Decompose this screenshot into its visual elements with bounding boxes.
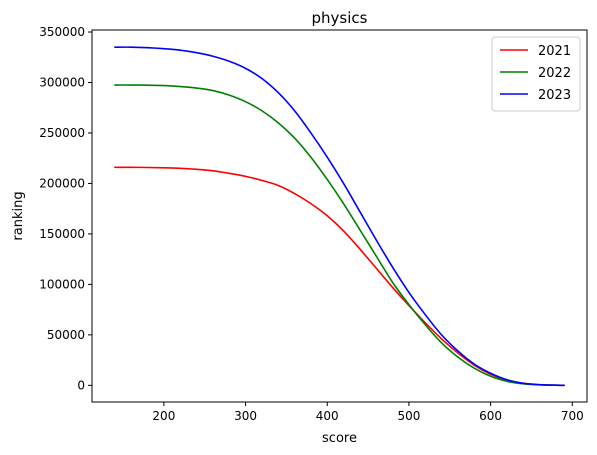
series-group xyxy=(114,46,565,387)
y-axis-label: ranking xyxy=(11,191,26,240)
y-tick-label: 250000 xyxy=(39,126,85,140)
x-tick-label: 300 xyxy=(234,409,257,423)
x-tick-label: 200 xyxy=(152,409,175,423)
y-tick-label: 350000 xyxy=(39,25,85,39)
legend-box xyxy=(491,36,581,112)
legend-label-2023: 2023 xyxy=(538,88,571,103)
series-line-2021 xyxy=(114,166,565,387)
x-tick-label: 500 xyxy=(397,409,420,423)
chart-title: physics xyxy=(312,9,368,27)
x-tick-label: 600 xyxy=(479,409,502,423)
plot-area: 200 300 400 500 600 700 0 50000 100000 150000 2000… xyxy=(39,25,588,423)
y-tick-label: 300000 xyxy=(39,75,85,89)
x-tick-label: 700 xyxy=(561,409,584,423)
y-tick-label: 200000 xyxy=(39,176,85,190)
x-tick-label: 400 xyxy=(316,409,339,423)
series-line-2022 xyxy=(114,84,565,387)
x-axis-label: score xyxy=(322,431,357,446)
legend-label-2021: 2021 xyxy=(538,44,571,59)
legend-label-2022: 2022 xyxy=(538,66,571,81)
y-tick-label: 0 xyxy=(77,378,85,392)
axes-frame xyxy=(91,29,588,403)
y-tick-label: 150000 xyxy=(39,227,85,241)
y-tick-label: 50000 xyxy=(47,328,85,342)
series-line-2023 xyxy=(114,46,565,387)
y-tick-label: 100000 xyxy=(39,277,85,291)
legend: 2021 2022 2023 xyxy=(491,36,581,112)
